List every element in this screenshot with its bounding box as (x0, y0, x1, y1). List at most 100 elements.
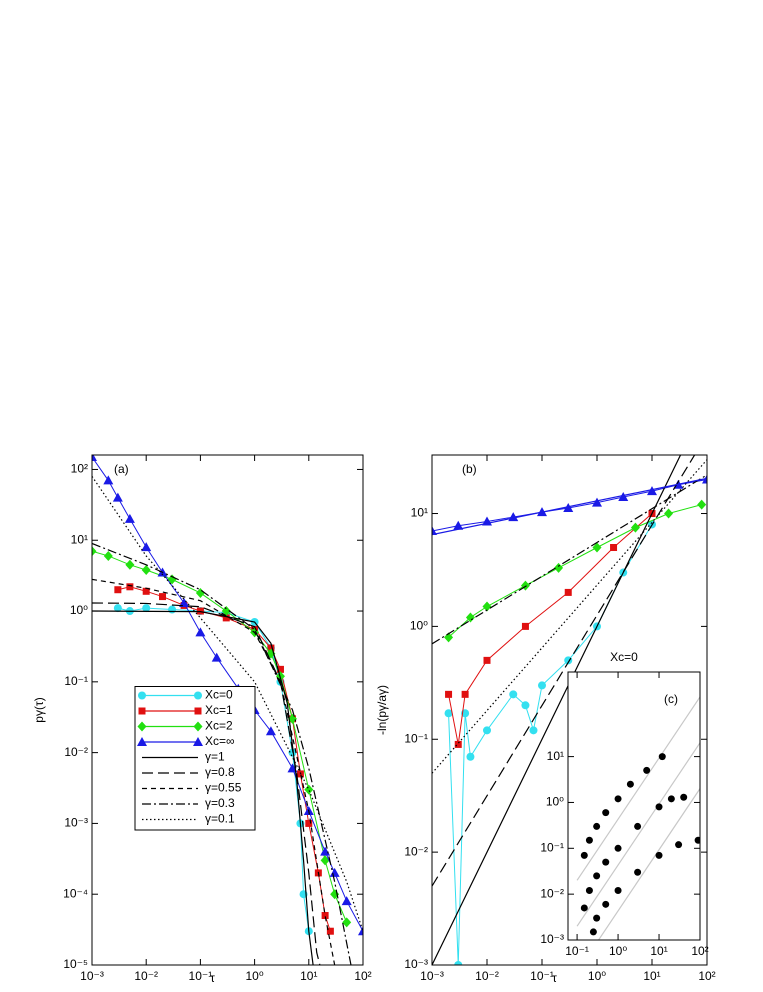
marker (664, 508, 674, 519)
panel: 10⁻³ 10⁻² 10⁻¹ 10⁰ 10¹ 10² 10⁻⁵ 10⁻⁴ 10⁻³ 10⁻² 10⁻… (32, 454, 372, 985)
marker (221, 606, 231, 617)
plot-frame (91, 454, 364, 966)
panel-tag: (c) (664, 692, 678, 706)
marker (589, 928, 597, 936)
panel-tag: (b) (462, 462, 477, 476)
y-tick-label: 10⁰ (410, 619, 428, 633)
marker (137, 721, 147, 732)
marker (614, 844, 622, 852)
fit-line (92, 475, 363, 932)
marker (159, 593, 167, 601)
x-tick-label: 10⁻² (475, 969, 499, 983)
y-tick-label: 10¹ (547, 749, 564, 763)
fit-line (432, 455, 682, 965)
marker (167, 574, 177, 585)
y-tick-label: 10⁻⁵ (63, 957, 88, 971)
marker (432, 526, 437, 536)
plot-content (432, 455, 707, 965)
marker (305, 819, 313, 827)
marker (196, 607, 204, 615)
x-tick-label: 10² (698, 969, 715, 983)
marker (320, 855, 330, 866)
marker (341, 896, 352, 906)
marker (585, 887, 593, 895)
fit-line (576, 696, 700, 881)
x-tick-label: 10⁻² (134, 969, 158, 983)
marker (124, 513, 135, 523)
marker (444, 709, 453, 718)
x-tick-label: 10⁰ (609, 944, 627, 958)
y-tick-label: 10⁻³ (404, 957, 428, 971)
marker (483, 726, 491, 735)
marker (222, 614, 230, 622)
marker (634, 822, 642, 830)
marker (326, 927, 334, 935)
marker (483, 656, 491, 664)
marker (141, 564, 151, 575)
marker (211, 652, 222, 662)
marker (193, 721, 203, 732)
marker (92, 455, 97, 461)
marker (125, 559, 135, 570)
fit-line (432, 474, 707, 645)
y-tick-label: 10⁻¹ (64, 674, 88, 688)
y-tick-label: 10⁻² (64, 745, 88, 759)
annotation: Xc=0 (610, 650, 638, 664)
marker (658, 753, 666, 761)
marker (126, 583, 134, 591)
marker (675, 841, 683, 849)
y-tick-label: 10¹ (411, 506, 428, 520)
marker (195, 587, 205, 598)
marker (643, 766, 651, 774)
plot-area (568, 672, 700, 940)
panel-tag: (a) (114, 462, 129, 476)
fit-line (92, 542, 352, 965)
marker (444, 632, 454, 643)
marker (304, 784, 314, 795)
marker (602, 900, 610, 908)
x-tick-label: 10² (691, 944, 708, 958)
x-tick-label: 10⁻¹ (189, 969, 213, 983)
y-tick-label: 10² (71, 462, 88, 476)
marker (521, 701, 530, 710)
x-tick-label: 10⁻¹ (565, 944, 589, 958)
legend-label: Xc=0 (205, 688, 233, 702)
y-axis-label: -ln(pγ/aγ) (375, 685, 389, 735)
marker (593, 914, 601, 922)
marker (538, 681, 546, 690)
marker (179, 597, 190, 607)
y-axis-label: pγ(τ) (32, 697, 46, 722)
legend: Xc=0Xc=1 Xc=2Xc=∞ γ=1γ=0.8 γ=0.55γ=0.3 γ=0.1 (134, 686, 256, 831)
x-tick-label: 10¹ (650, 944, 667, 958)
fit-line (597, 788, 700, 940)
marker (593, 822, 601, 830)
marker (454, 961, 463, 965)
marker (267, 644, 275, 652)
marker (655, 803, 663, 811)
fit-line (92, 610, 314, 965)
marker (509, 690, 518, 699)
marker (626, 780, 634, 788)
marker (103, 550, 113, 561)
x-tick-label: 10¹ (300, 969, 317, 983)
y-tick-label: 10⁻³ (540, 932, 564, 946)
y-tick-label: 10⁻⁴ (63, 886, 88, 900)
x-tick-label: 10⁻³ (420, 969, 444, 983)
marker (195, 627, 206, 637)
marker (461, 690, 469, 698)
legend-label: Xc=1 (205, 703, 233, 717)
legend-label: γ=0.8 (205, 765, 235, 779)
fit-line (432, 455, 696, 887)
marker (142, 604, 151, 613)
marker (265, 726, 276, 736)
y-tick-label: 10¹ (71, 532, 88, 546)
marker (593, 872, 601, 880)
marker (610, 544, 618, 552)
x-tick-label: 10⁻¹ (530, 969, 554, 983)
series-line (448, 513, 653, 745)
marker (634, 868, 642, 876)
marker (647, 486, 657, 496)
marker (194, 707, 202, 715)
